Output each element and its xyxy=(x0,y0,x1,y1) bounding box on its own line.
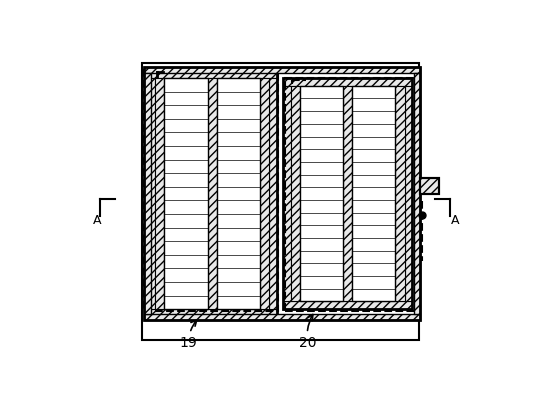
Text: A: A xyxy=(93,214,101,227)
Bar xyxy=(260,78,269,309)
Bar xyxy=(164,78,208,309)
Bar xyxy=(144,70,279,311)
Bar xyxy=(420,178,439,194)
Bar xyxy=(285,78,415,311)
Bar xyxy=(283,78,412,309)
Bar xyxy=(283,78,412,86)
Bar xyxy=(291,86,405,302)
Bar xyxy=(300,86,343,302)
Bar xyxy=(155,78,164,309)
Bar xyxy=(144,74,150,314)
Bar xyxy=(283,302,412,309)
Bar xyxy=(405,86,412,302)
Bar xyxy=(148,309,277,317)
Bar xyxy=(142,63,419,340)
Bar xyxy=(217,78,260,309)
Bar xyxy=(155,78,269,309)
Bar xyxy=(148,70,277,78)
Text: 20: 20 xyxy=(299,315,316,350)
Bar xyxy=(420,178,439,194)
Bar xyxy=(148,78,155,309)
Bar xyxy=(144,314,420,320)
Text: A: A xyxy=(451,214,459,227)
Text: 19: 19 xyxy=(180,320,197,350)
Bar xyxy=(414,74,420,314)
Bar xyxy=(148,70,277,317)
Bar xyxy=(144,67,420,74)
Bar xyxy=(343,86,352,302)
Bar xyxy=(395,86,405,302)
Bar xyxy=(291,86,300,302)
Bar xyxy=(352,86,395,302)
Bar xyxy=(269,78,277,309)
Bar xyxy=(283,86,291,302)
Bar xyxy=(208,78,217,309)
Bar xyxy=(144,67,420,320)
